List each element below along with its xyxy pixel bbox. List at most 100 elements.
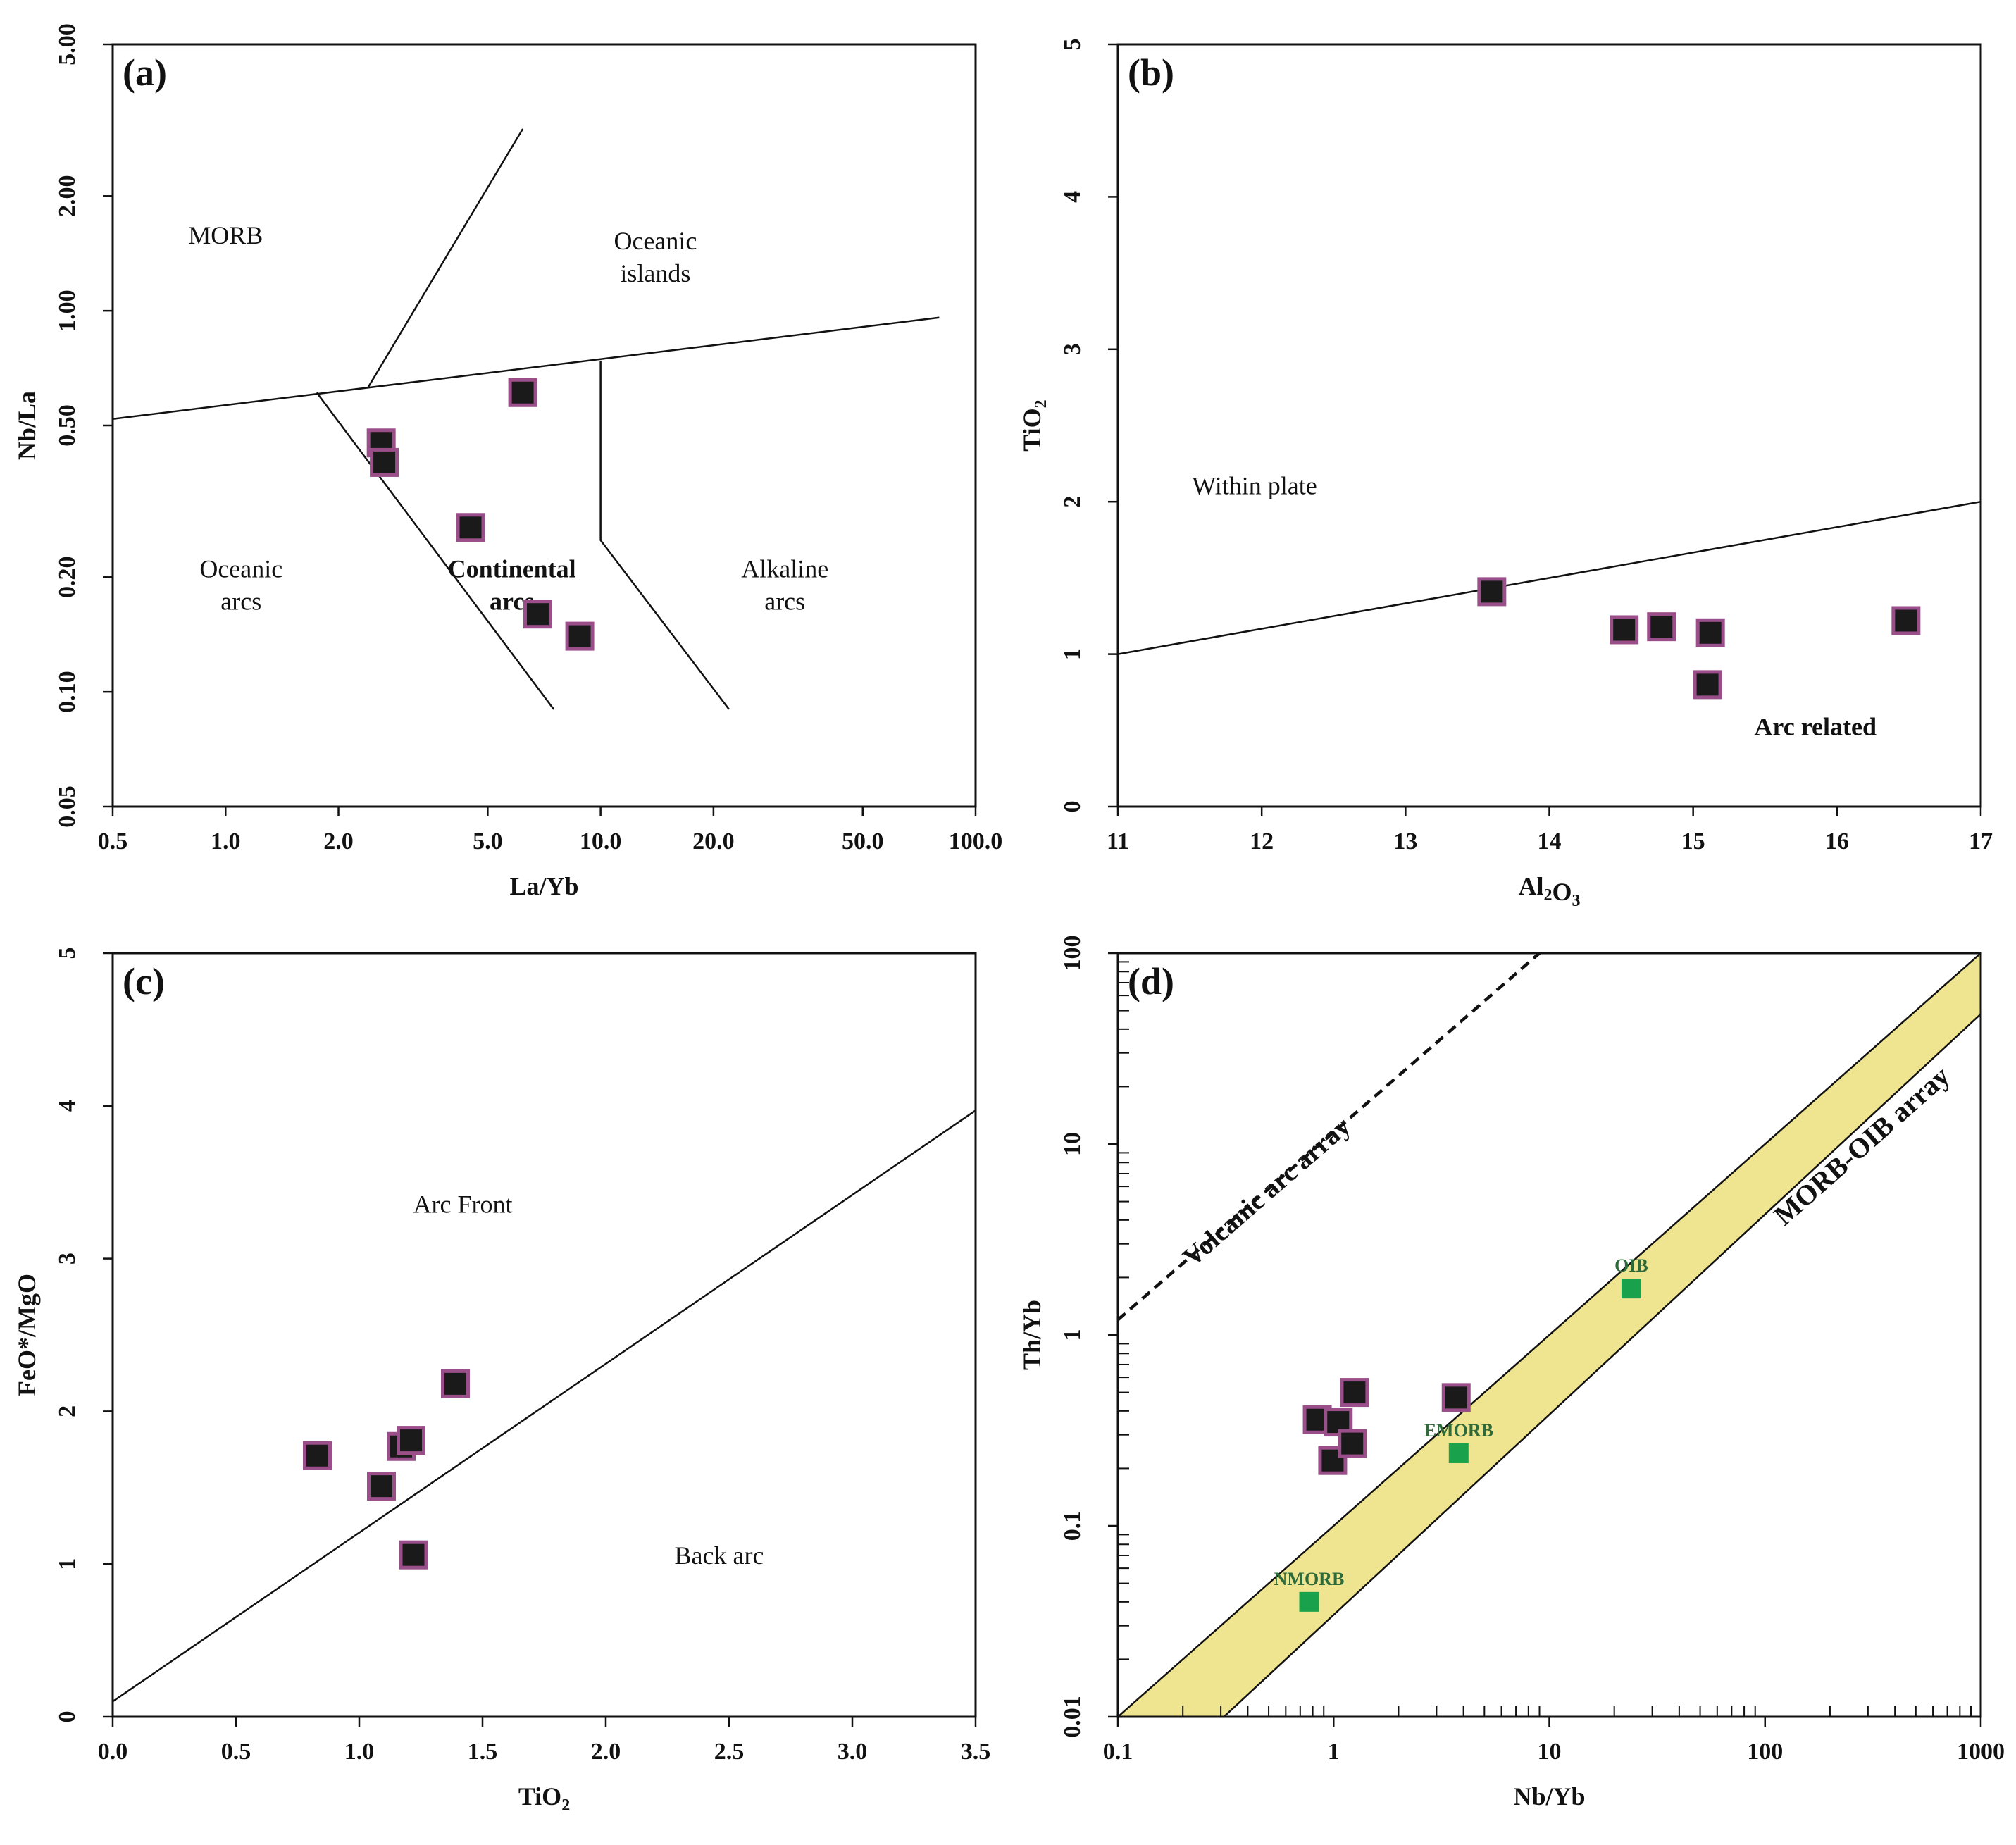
y-tick-label: 0.20: [54, 557, 80, 599]
sample-point: [1338, 1429, 1367, 1458]
sample-point: [1340, 1378, 1369, 1408]
region-label-back-arc: Back arc: [675, 1541, 764, 1570]
panel-label: (a): [123, 51, 167, 94]
panel-label: (b): [1128, 51, 1174, 94]
sample-point: [397, 1426, 425, 1455]
x-tick-label: 15: [1681, 828, 1705, 855]
panel-c: 0.0 0.5 1.0 1.5 2.0 2.5 3.0 3.5 0 1 2 3 4 5 TiO2 FeO*/M…: [13, 948, 990, 1815]
reference-label: EMORB: [1424, 1420, 1493, 1441]
plot-frame: [1116, 43, 1982, 808]
x-tick-label: 17: [1969, 828, 1993, 855]
x-tick-label: 14: [1538, 828, 1562, 855]
x-tick-label: 10.0: [580, 828, 622, 855]
sample-point: [1693, 670, 1722, 700]
y-tick-label: 0.01: [1059, 1696, 1085, 1738]
x-tick-label: 100: [1747, 1739, 1783, 1765]
sample-point: [508, 378, 537, 407]
x-tick-label: 10: [1538, 1739, 1562, 1765]
x-axis-title: TiO2: [518, 1782, 570, 1815]
region-label-oceanic-islands: Oceanic islands: [614, 227, 697, 287]
x-tick-label: 1.0: [211, 828, 241, 855]
boundary-line-0: [112, 316, 940, 421]
sample-point: [456, 513, 485, 542]
x-tick-label: 100.0: [949, 828, 1003, 855]
region-label-morb: MORB: [188, 221, 263, 249]
x-axis-title: La/Yb: [509, 872, 578, 900]
y-tick-label: 5: [1059, 39, 1085, 51]
y-tick-label: 0.05: [54, 785, 80, 828]
reference-point-nmorb: [1299, 1591, 1319, 1612]
x-tick-label: 2.0: [591, 1739, 621, 1765]
x-tick-label: 12: [1250, 828, 1274, 855]
boundary-line-2: [316, 392, 555, 710]
y-axis-title: Th/Yb: [1018, 1300, 1046, 1370]
boundary-line-0: [112, 1110, 976, 1703]
region-label-arc-related: Arc related: [1754, 712, 1877, 740]
sample-point: [1647, 612, 1676, 642]
reference-label: OIB: [1614, 1255, 1648, 1276]
x-tick-label: 1: [1328, 1739, 1340, 1765]
volcanic-arc-array-label: Volcanic arc array: [1178, 1112, 1357, 1272]
x-tick-label: 0.5: [98, 828, 128, 855]
x-tick-label: 0.5: [221, 1739, 251, 1765]
y-axis-title: Nb/La: [13, 391, 41, 460]
sample-point: [1477, 577, 1507, 607]
x-tick-label: 1000: [1957, 1739, 2005, 1765]
x-tick-label: 3.5: [961, 1739, 991, 1765]
band-lower-line: [1223, 1013, 1981, 1717]
region-label-arc-front: Arc Front: [413, 1191, 513, 1219]
region-label-oceanic-arcs: Oceanic arcs: [199, 554, 282, 615]
y-tick-label: 0.1: [1059, 1511, 1085, 1541]
reference-label: NMORB: [1274, 1569, 1345, 1589]
sample-point: [303, 1441, 332, 1470]
x-axis-title: Nb/Yb: [1513, 1782, 1585, 1810]
y-tick-label: 2: [1059, 496, 1085, 508]
sample-point: [1891, 606, 1921, 635]
y-tick-label: 2.00: [54, 175, 80, 218]
x-tick-label: 13: [1393, 828, 1417, 855]
x-tick-label: 11: [1107, 828, 1129, 855]
reference-point-oib: [1621, 1279, 1641, 1299]
y-tick-label: 1: [1059, 648, 1085, 660]
sample-point: [523, 600, 552, 629]
y-tick-label: 5: [54, 948, 80, 959]
x-axis-title: Al2O3: [1518, 872, 1580, 910]
y-tick-label: 4: [1059, 191, 1085, 203]
plot-frame: [111, 43, 977, 808]
x-tick-label: 50.0: [842, 828, 884, 855]
y-tick-label: 3: [54, 1253, 80, 1265]
boundary-line-0: [1117, 500, 1981, 655]
x-tick-label: 2.0: [323, 828, 354, 855]
y-tick-label: 0: [54, 1711, 80, 1723]
y-axis-title: FeO*/MgO: [13, 1274, 41, 1396]
sample-point: [565, 621, 595, 651]
panel-label: (c): [123, 960, 165, 1002]
x-tick-label: 5.0: [473, 828, 503, 855]
y-tick-label: 1: [54, 1558, 80, 1570]
panel-label: (d): [1128, 960, 1174, 1002]
x-tick-label: 1.5: [468, 1739, 498, 1765]
y-axis-title: TiO2: [1018, 399, 1050, 451]
volcanic-arc-array-line: [1118, 953, 1541, 1322]
y-tick-label: 4: [54, 1100, 80, 1112]
y-tick-label: 0.10: [54, 671, 80, 713]
boundary-line-1: [367, 128, 524, 388]
y-tick-label: 0: [1059, 801, 1085, 813]
x-tick-label: 0.1: [1103, 1739, 1133, 1765]
x-tick-label: 20.0: [692, 828, 735, 855]
x-tick-label: 3.0: [838, 1739, 868, 1765]
y-tick-label: 1.00: [54, 290, 80, 332]
plot-frame: [111, 952, 977, 1718]
y-tick-label: 0.50: [54, 404, 80, 447]
sample-point: [441, 1369, 470, 1398]
y-tick-label: 5.00: [54, 23, 80, 66]
sample-point: [399, 1540, 428, 1570]
panel-a: 0.5 1.0 2.0 5.0 10.0 20.0 50.0 100.0 0.05 0.10 0.2…: [13, 23, 1002, 900]
x-tick-label: 0.0: [98, 1739, 128, 1765]
boundary-line-3: [599, 360, 730, 710]
x-tick-label: 2.5: [714, 1739, 745, 1765]
region-label-within-plate: Within plate: [1192, 471, 1317, 499]
